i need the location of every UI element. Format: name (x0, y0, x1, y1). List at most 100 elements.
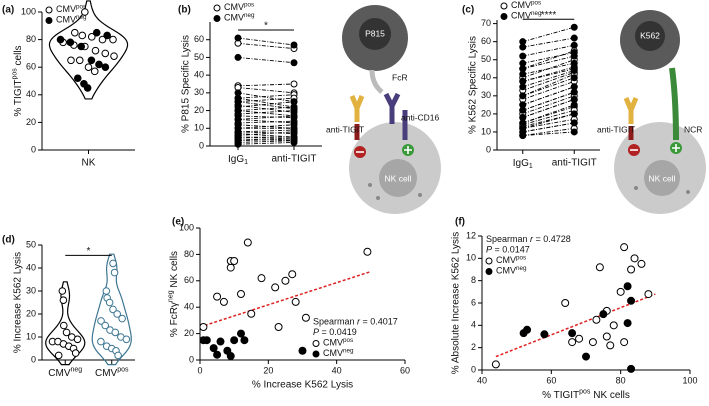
significance-label: **** (541, 10, 557, 21)
legend-label: CMVneg (323, 347, 354, 358)
text-part: CMV (224, 13, 244, 23)
panel-label: (a) (2, 5, 14, 16)
significance-label: * (87, 246, 91, 257)
point (570, 74, 578, 82)
point (630, 254, 639, 263)
point (281, 276, 290, 285)
y-tick-label: 50 (194, 52, 204, 62)
point (213, 4, 221, 12)
x-tick-label: NK (82, 158, 96, 169)
pair-line (237, 129, 295, 133)
y-tick-label: 60 (26, 62, 36, 72)
text-part: r (357, 317, 361, 327)
nk-nucleus (379, 159, 417, 197)
y-tick-label: 30 (481, 90, 491, 100)
point (485, 257, 493, 265)
diagram-label: NK cell (385, 173, 412, 183)
diagram-label: K562 (640, 30, 660, 40)
point (75, 56, 84, 65)
point (54, 351, 63, 360)
pair-line (237, 124, 295, 129)
pair-line (522, 113, 575, 129)
point (122, 335, 131, 344)
point (561, 299, 570, 307)
y-tick-label: 60 (194, 34, 204, 44)
pair-line (237, 56, 295, 64)
plus (672, 144, 680, 152)
point (602, 332, 611, 341)
point (290, 41, 298, 49)
text-part: CMV (56, 4, 76, 14)
point (109, 35, 117, 44)
point (234, 53, 242, 61)
trend-line (495, 293, 656, 358)
granule (686, 190, 690, 194)
point (102, 287, 111, 295)
y-tick-label: 0 (486, 144, 491, 154)
point (627, 265, 636, 274)
violin (48, 0, 129, 100)
stats-label: Spearman r = 0.4728 (486, 234, 571, 244)
point (101, 49, 110, 58)
text-part: pos (76, 3, 86, 10)
target-nucleus (359, 18, 391, 50)
y-tick-label: 50 (481, 54, 491, 64)
diagram-label: NK cell (649, 173, 676, 183)
point (609, 321, 618, 330)
y-tick-label: 0 (189, 354, 194, 364)
legend-label: CMVpos (511, 0, 541, 10)
point (271, 283, 280, 292)
pair-line (522, 104, 575, 124)
y-tick-label: 50 (26, 239, 36, 249)
diagram-label: NCR (684, 124, 702, 134)
x-tick-label: 60 (546, 375, 556, 385)
point (500, 2, 508, 10)
y-tick-label: 12 (466, 230, 476, 240)
point (213, 350, 222, 359)
text-part: CMV (323, 348, 343, 358)
point (595, 263, 604, 272)
x-axis-label: % TIGITpos NK cells (542, 388, 630, 400)
point (105, 298, 114, 307)
point (234, 34, 242, 42)
point (87, 33, 96, 41)
y-tick-label: 60 (184, 275, 194, 285)
pair-line (237, 87, 295, 94)
y-tick-label: 0 (199, 140, 204, 150)
legend-label: CMVneg (56, 14, 87, 25)
granule (368, 183, 372, 187)
point (45, 17, 53, 24)
y-tick-label: 10 (466, 253, 476, 263)
y-tick-label: 20 (184, 328, 194, 338)
point (213, 292, 222, 301)
y-tick-label: 30 (26, 285, 36, 295)
anti-tigit-antibody (349, 95, 365, 122)
text-part: CMV (496, 266, 516, 276)
diagram-label: anti-CD16 (401, 112, 440, 122)
text-part: pos (11, 68, 18, 80)
point (523, 325, 532, 334)
text-part: cells (13, 45, 24, 68)
point (570, 34, 578, 42)
text-part: % TIGIT (13, 80, 24, 117)
y-tick-label: 20 (481, 108, 491, 118)
panel-label: (b) (178, 5, 191, 16)
point (485, 268, 493, 275)
pair-line (522, 77, 575, 97)
point (623, 319, 632, 328)
point (101, 63, 110, 71)
point (582, 352, 590, 361)
y-tick-label: 20 (26, 308, 36, 318)
y-tick-label: 40 (194, 70, 204, 80)
legend-label: CMVneg (224, 12, 255, 23)
pair-line (237, 94, 295, 99)
pair-line (522, 71, 575, 91)
text-part: = 0.4017 (360, 317, 398, 327)
fcr (369, 69, 384, 94)
y-tick-label: 10 (26, 331, 36, 341)
pair-line (237, 106, 295, 112)
text-part: neg (71, 366, 83, 373)
point (588, 338, 597, 347)
x-tick-label: 40 (332, 365, 342, 375)
